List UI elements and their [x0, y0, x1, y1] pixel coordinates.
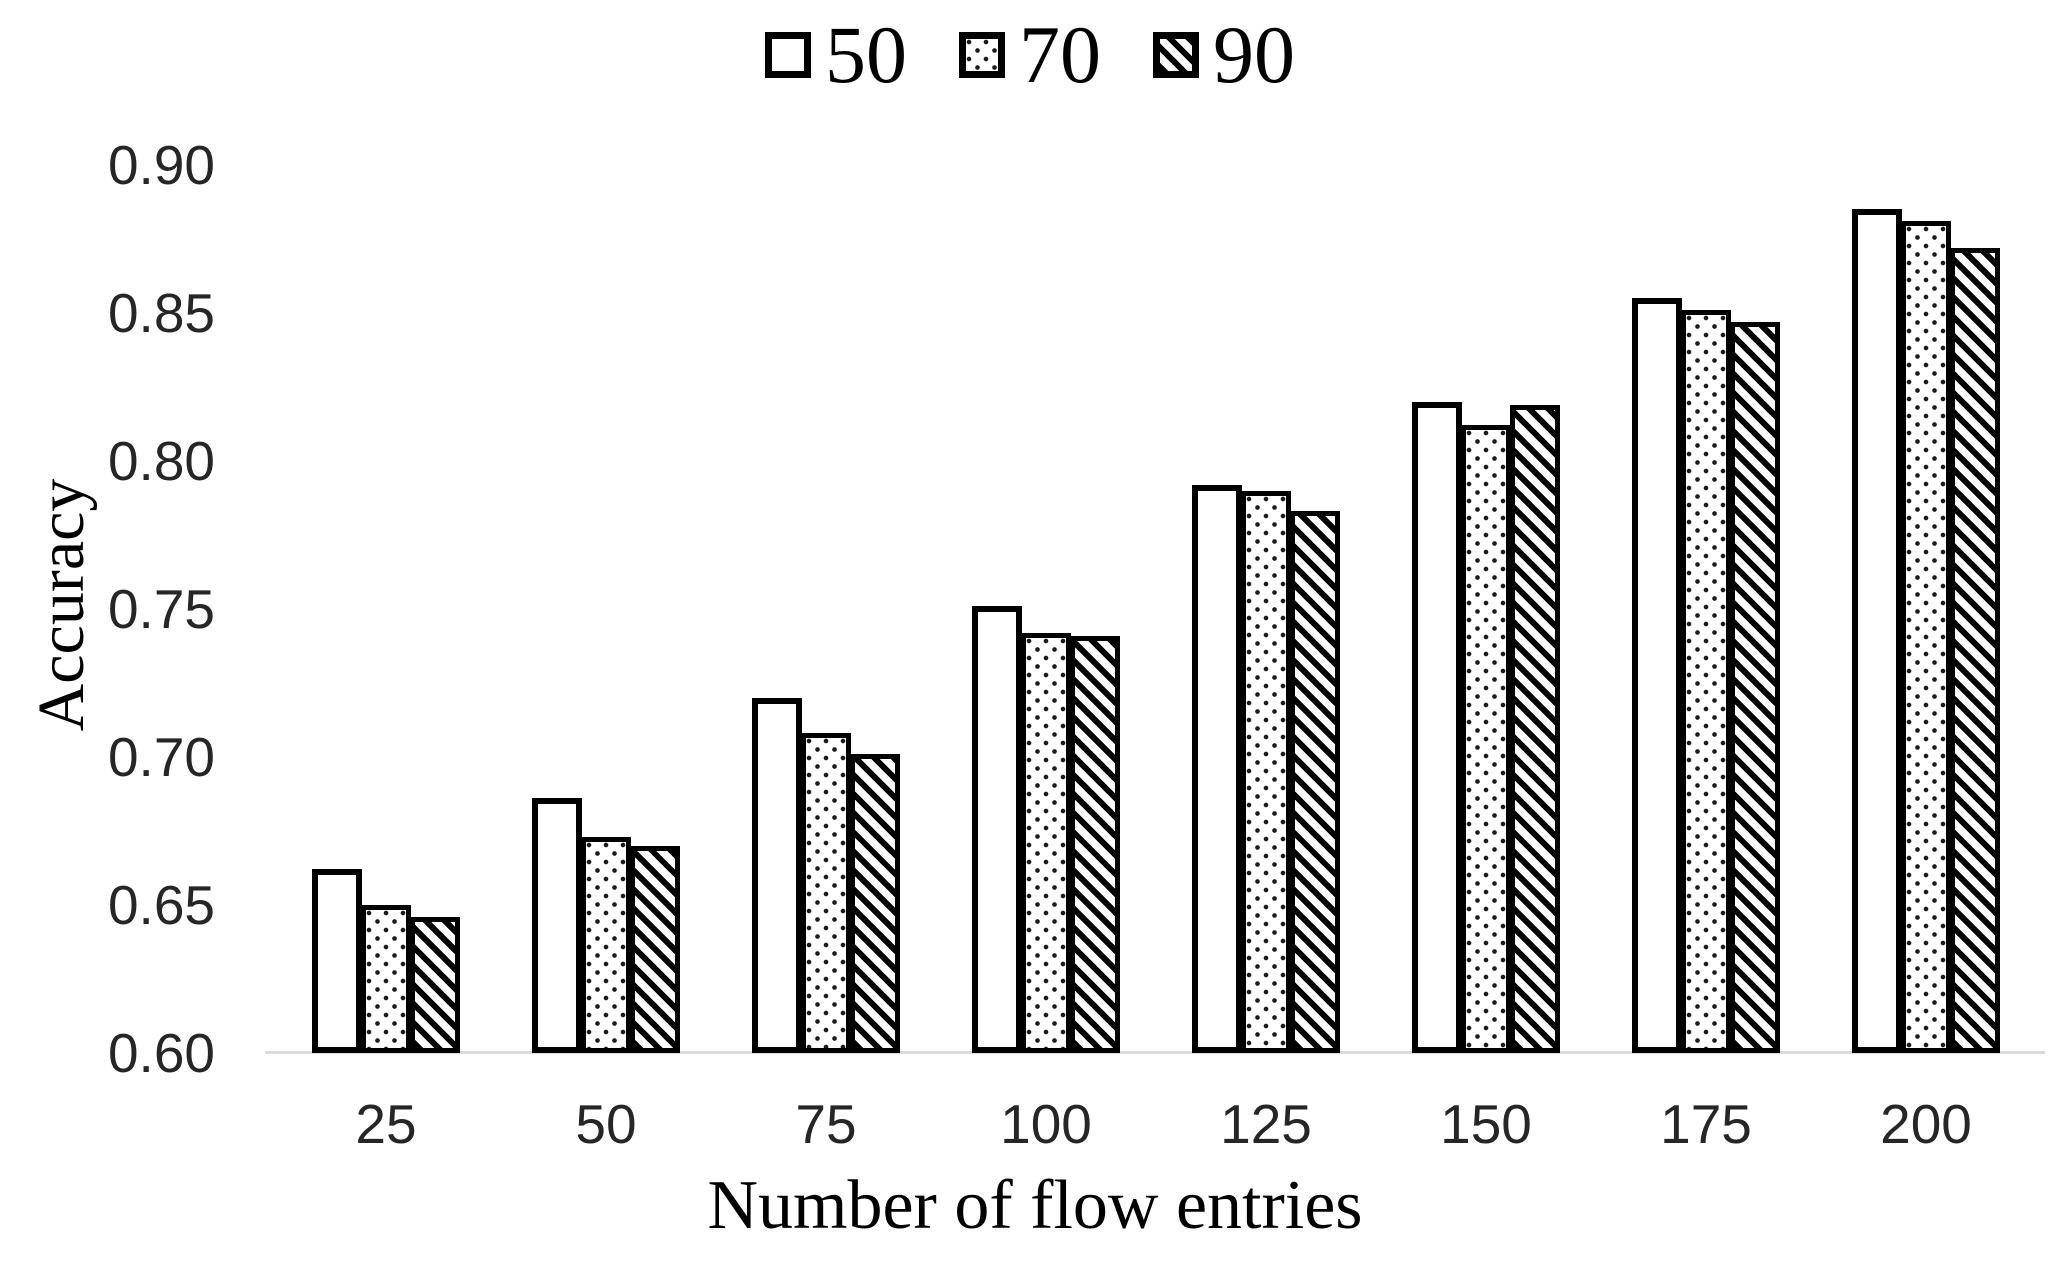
bar-90-175 — [1730, 322, 1780, 1053]
bar-70-50 — [581, 837, 631, 1053]
bar-50-200 — [1852, 209, 1902, 1053]
bar-50-25 — [312, 869, 362, 1053]
bar-90-50 — [630, 846, 680, 1053]
x-tick-label: 50 — [575, 1093, 637, 1155]
legend-item-90: 90 — [1153, 14, 1295, 96]
bar-70-25 — [361, 905, 411, 1053]
bar-90-100 — [1070, 636, 1120, 1053]
legend: 50 70 90 — [765, 14, 1295, 96]
legend-label-70: 70 — [1019, 9, 1101, 100]
bar-50-175 — [1632, 298, 1682, 1053]
legend-swatch-solid-icon — [765, 32, 811, 78]
x-tick-label: 100 — [1000, 1093, 1092, 1155]
bar-90-75 — [850, 754, 900, 1053]
x-tick-label: 150 — [1440, 1093, 1532, 1155]
x-tick-label: 200 — [1880, 1093, 1972, 1155]
y-tick-label: 0.70 — [107, 726, 215, 788]
x-tick-label: 75 — [795, 1093, 857, 1155]
bar-70-125 — [1241, 491, 1291, 1053]
legend-item-50: 50 — [765, 14, 907, 96]
legend-label-50: 50 — [825, 9, 907, 100]
x-tick-label: 175 — [1660, 1093, 1752, 1155]
bar-70-150 — [1461, 425, 1511, 1053]
bar-90-150 — [1510, 405, 1560, 1053]
y-tick-label: 0.60 — [107, 1022, 215, 1084]
bar-90-125 — [1290, 511, 1340, 1053]
x-axis-line — [265, 1051, 2045, 1054]
legend-swatch-dotted-icon — [959, 32, 1005, 78]
legend-item-70: 70 — [959, 14, 1101, 96]
bar-50-50 — [532, 798, 582, 1053]
y-tick-label: 0.65 — [107, 874, 215, 936]
y-tick-label: 0.80 — [107, 430, 215, 492]
bar-70-175 — [1681, 310, 1731, 1053]
bar-50-100 — [972, 606, 1022, 1053]
plot-area — [245, 0, 2045, 1054]
y-tick-label: 0.75 — [107, 578, 215, 640]
bar-50-75 — [752, 698, 802, 1053]
bar-70-100 — [1021, 633, 1071, 1053]
bar-50-125 — [1192, 485, 1242, 1053]
bar-70-200 — [1901, 221, 1951, 1053]
bar-70-75 — [801, 733, 851, 1053]
x-axis-title: Number of flow entries — [707, 1167, 1363, 1244]
y-tick-label: 0.90 — [107, 134, 215, 196]
y-tick-label: 0.85 — [107, 282, 215, 344]
bar-90-200 — [1950, 248, 2000, 1053]
bar-50-150 — [1412, 402, 1462, 1053]
x-tick-label: 25 — [355, 1093, 417, 1155]
x-tick-label: 125 — [1220, 1093, 1312, 1155]
legend-label-90: 90 — [1213, 9, 1295, 100]
legend-swatch-hatch-icon — [1153, 32, 1199, 78]
bar-90-25 — [410, 917, 460, 1053]
